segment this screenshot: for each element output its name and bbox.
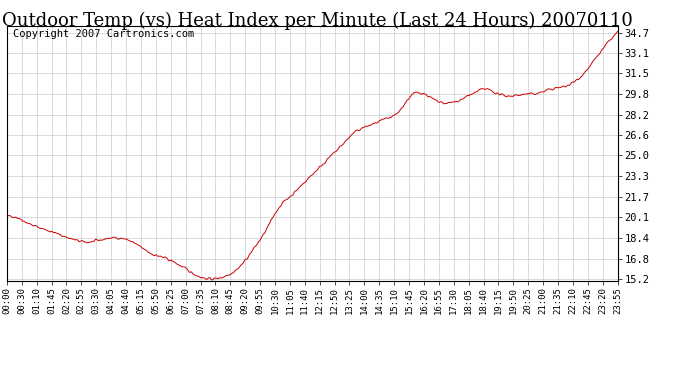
Text: Copyright 2007 Cartronics.com: Copyright 2007 Cartronics.com [13,29,195,39]
Text: Outdoor Temp (vs) Heat Index per Minute (Last 24 Hours) 20070110: Outdoor Temp (vs) Heat Index per Minute … [2,11,633,30]
